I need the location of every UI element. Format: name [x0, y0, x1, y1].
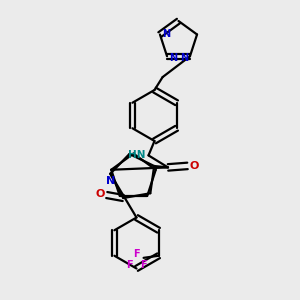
Text: F: F [140, 260, 147, 270]
Text: F: F [134, 249, 140, 259]
Text: O: O [189, 161, 199, 171]
Text: N: N [163, 28, 171, 39]
Text: N: N [180, 53, 188, 63]
Text: F: F [127, 260, 133, 270]
Text: O: O [95, 189, 105, 200]
Text: HN: HN [128, 149, 146, 160]
Text: N: N [169, 53, 177, 63]
Text: N: N [106, 176, 115, 186]
